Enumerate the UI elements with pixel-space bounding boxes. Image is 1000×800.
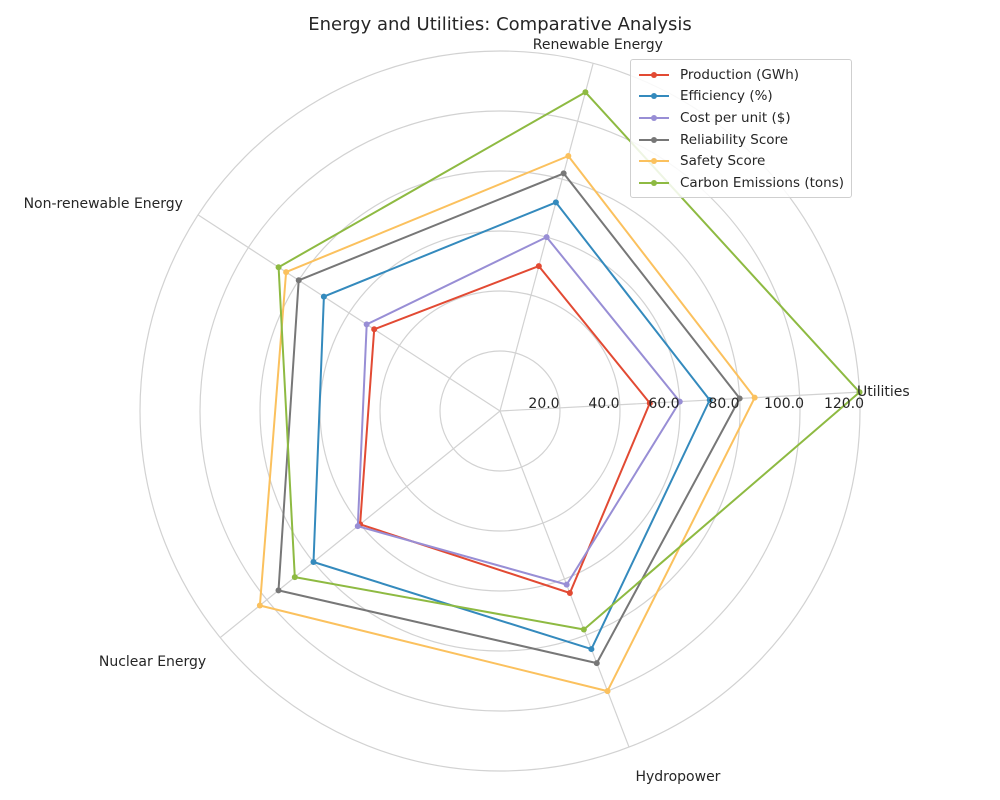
data-point <box>310 559 317 566</box>
data-point <box>371 326 378 333</box>
grid-spoke <box>197 214 501 412</box>
category-label: Nuclear Energy <box>99 654 206 670</box>
radial-tick-label: 60.0 <box>648 396 679 412</box>
data-point <box>552 199 559 206</box>
data-point <box>566 590 573 597</box>
series-line <box>356 236 681 586</box>
legend-swatch <box>639 71 669 78</box>
radial-tick-label: 40.0 <box>588 396 619 412</box>
data-point <box>283 269 290 276</box>
category-label: Renewable Energy <box>533 37 663 53</box>
grid-circle <box>259 170 741 652</box>
series-line <box>258 155 756 693</box>
legend-label: Efficiency (%) <box>680 88 773 105</box>
data-point <box>275 264 282 271</box>
chart-title: Energy and Utilities: Comparative Analys… <box>308 14 692 35</box>
legend-label: Safety Score <box>680 153 766 170</box>
data-point <box>676 398 683 405</box>
legend-item: Production (GWh) <box>637 64 845 86</box>
chart-legend: Production (GWh) Efficiency (%) Cost per u… <box>630 59 852 198</box>
data-point <box>706 397 713 404</box>
data-point <box>856 389 863 396</box>
legend-item: Cost per unit ($) <box>637 107 845 129</box>
data-point <box>580 626 587 633</box>
legend-label: Production (GWh) <box>680 66 800 83</box>
legend-swatch <box>639 158 669 165</box>
data-point <box>646 400 653 407</box>
grid-spoke <box>499 410 630 748</box>
series-line <box>359 265 651 594</box>
legend-item: Safety Score <box>637 150 845 172</box>
data-point <box>565 152 572 159</box>
legend-item: Efficiency (%) <box>637 86 845 108</box>
data-point <box>543 234 550 241</box>
data-point <box>291 574 298 581</box>
legend-label: Carbon Emissions (tons) <box>680 174 844 191</box>
data-point <box>588 646 595 653</box>
radial-tick-label: 20.0 <box>528 396 559 412</box>
radar-series <box>256 89 863 695</box>
radial-tick-label: 100.0 <box>764 396 804 412</box>
data-point <box>354 523 361 530</box>
legend-item: Carbon Emissions (tons) <box>637 172 845 194</box>
data-point <box>256 602 263 609</box>
data-point <box>535 263 542 270</box>
grid-circle <box>139 50 861 772</box>
data-point <box>363 321 370 328</box>
series-line <box>277 172 741 665</box>
legend-swatch <box>639 93 669 100</box>
category-label: Utilities <box>857 384 910 400</box>
data-point <box>582 89 589 96</box>
data-point <box>560 170 567 177</box>
category-label: Non-renewable Energy <box>24 196 183 212</box>
grid-circle <box>379 290 621 532</box>
legend-label: Reliability Score <box>680 131 789 148</box>
data-point <box>593 660 600 667</box>
radial-tick-label: 120.0 <box>824 396 864 412</box>
category-label: Hydropower <box>635 769 720 785</box>
grid-circle <box>199 110 801 712</box>
data-point <box>295 277 302 284</box>
legend-swatch <box>639 114 669 121</box>
data-point <box>275 587 282 594</box>
series-line <box>312 201 711 651</box>
legend-item: Reliability Score <box>637 129 845 151</box>
radial-tick-label: 80.0 <box>708 396 739 412</box>
legend-label: Cost per unit ($) <box>680 109 791 126</box>
data-point <box>320 293 327 300</box>
data-point <box>751 394 758 401</box>
data-point <box>604 688 611 695</box>
data-point <box>736 395 743 402</box>
legend-swatch <box>639 179 669 186</box>
data-point <box>563 581 570 588</box>
legend-swatch <box>639 136 669 143</box>
grid-circle <box>439 350 561 472</box>
